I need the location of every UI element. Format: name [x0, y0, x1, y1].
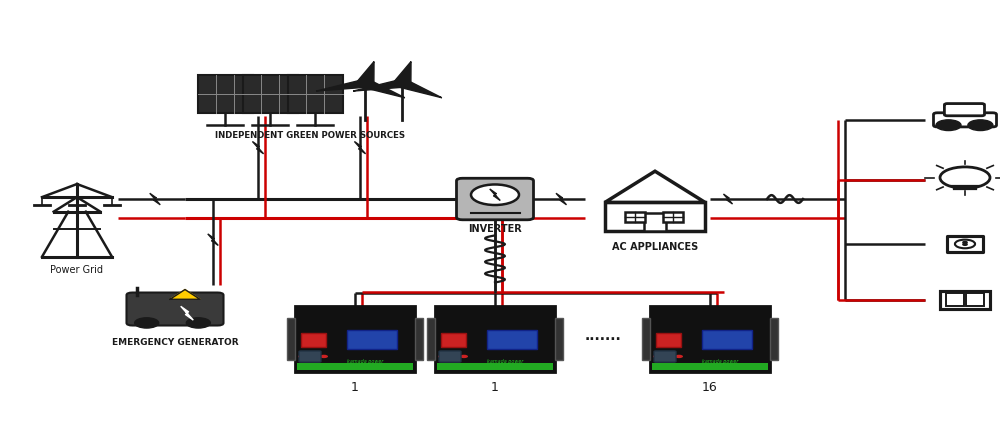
- Circle shape: [471, 184, 519, 205]
- Circle shape: [438, 355, 446, 358]
- FancyBboxPatch shape: [654, 351, 676, 362]
- Bar: [966, 293, 984, 306]
- Circle shape: [963, 244, 967, 245]
- Bar: [287, 318, 295, 360]
- Bar: [555, 318, 563, 360]
- Polygon shape: [359, 80, 405, 98]
- FancyBboxPatch shape: [299, 351, 321, 362]
- Bar: [295, 306, 415, 372]
- Circle shape: [940, 167, 990, 188]
- Bar: [947, 236, 983, 252]
- Bar: [435, 306, 555, 372]
- Circle shape: [186, 318, 210, 328]
- Polygon shape: [490, 189, 500, 200]
- Polygon shape: [393, 62, 411, 84]
- FancyBboxPatch shape: [944, 104, 984, 116]
- Text: INVERTER: INVERTER: [468, 223, 522, 234]
- Bar: [656, 333, 681, 347]
- Text: 1: 1: [351, 381, 359, 394]
- Circle shape: [675, 355, 683, 358]
- Polygon shape: [354, 142, 366, 154]
- Bar: [663, 211, 683, 223]
- Circle shape: [298, 355, 306, 358]
- Text: kamada power: kamada power: [702, 359, 738, 364]
- Bar: [650, 306, 770, 372]
- Text: EMERGENCY GENERATOR: EMERGENCY GENERATOR: [112, 338, 238, 347]
- Circle shape: [309, 355, 317, 358]
- Bar: [644, 213, 666, 231]
- Circle shape: [936, 120, 961, 131]
- Bar: [243, 75, 298, 113]
- FancyBboxPatch shape: [126, 293, 223, 325]
- Polygon shape: [181, 306, 193, 320]
- Polygon shape: [353, 80, 405, 91]
- Text: kamada power: kamada power: [347, 359, 383, 364]
- FancyBboxPatch shape: [934, 113, 996, 127]
- FancyBboxPatch shape: [439, 351, 461, 362]
- Circle shape: [396, 81, 408, 86]
- Circle shape: [135, 318, 159, 328]
- Text: AC APPLIANCES: AC APPLIANCES: [612, 242, 698, 252]
- Circle shape: [968, 120, 993, 131]
- Bar: [415, 318, 423, 360]
- Circle shape: [320, 355, 328, 358]
- Circle shape: [963, 241, 967, 244]
- Bar: [652, 363, 768, 370]
- Polygon shape: [356, 62, 374, 84]
- Polygon shape: [170, 290, 200, 299]
- Bar: [198, 75, 252, 113]
- Bar: [427, 318, 435, 360]
- Bar: [625, 211, 645, 223]
- Text: kamada power: kamada power: [487, 359, 523, 364]
- Text: 16: 16: [702, 381, 718, 394]
- Circle shape: [460, 355, 468, 358]
- Polygon shape: [556, 193, 566, 205]
- Bar: [441, 333, 466, 347]
- FancyBboxPatch shape: [456, 178, 534, 220]
- Circle shape: [664, 355, 672, 358]
- Bar: [702, 330, 752, 349]
- Text: 1: 1: [491, 381, 499, 394]
- Polygon shape: [252, 142, 264, 154]
- Bar: [297, 363, 413, 370]
- Text: INDEPENDENT GREEN POWER SOURCES: INDEPENDENT GREEN POWER SOURCES: [215, 131, 405, 140]
- Bar: [642, 318, 650, 360]
- Bar: [605, 202, 705, 231]
- Polygon shape: [316, 80, 368, 91]
- Bar: [437, 363, 553, 370]
- Circle shape: [653, 355, 661, 358]
- Bar: [770, 318, 778, 360]
- Polygon shape: [150, 193, 160, 205]
- Text: .......: .......: [584, 329, 621, 343]
- Bar: [347, 330, 397, 349]
- Polygon shape: [396, 80, 442, 98]
- Polygon shape: [605, 171, 705, 202]
- Circle shape: [955, 240, 975, 248]
- Circle shape: [449, 355, 457, 358]
- Circle shape: [359, 81, 371, 86]
- Polygon shape: [723, 194, 733, 204]
- Bar: [946, 293, 964, 306]
- Text: Power Grid: Power Grid: [50, 265, 104, 275]
- Polygon shape: [208, 234, 218, 246]
- Bar: [487, 330, 537, 349]
- Bar: [301, 333, 326, 347]
- Bar: [940, 291, 990, 309]
- Bar: [288, 75, 342, 113]
